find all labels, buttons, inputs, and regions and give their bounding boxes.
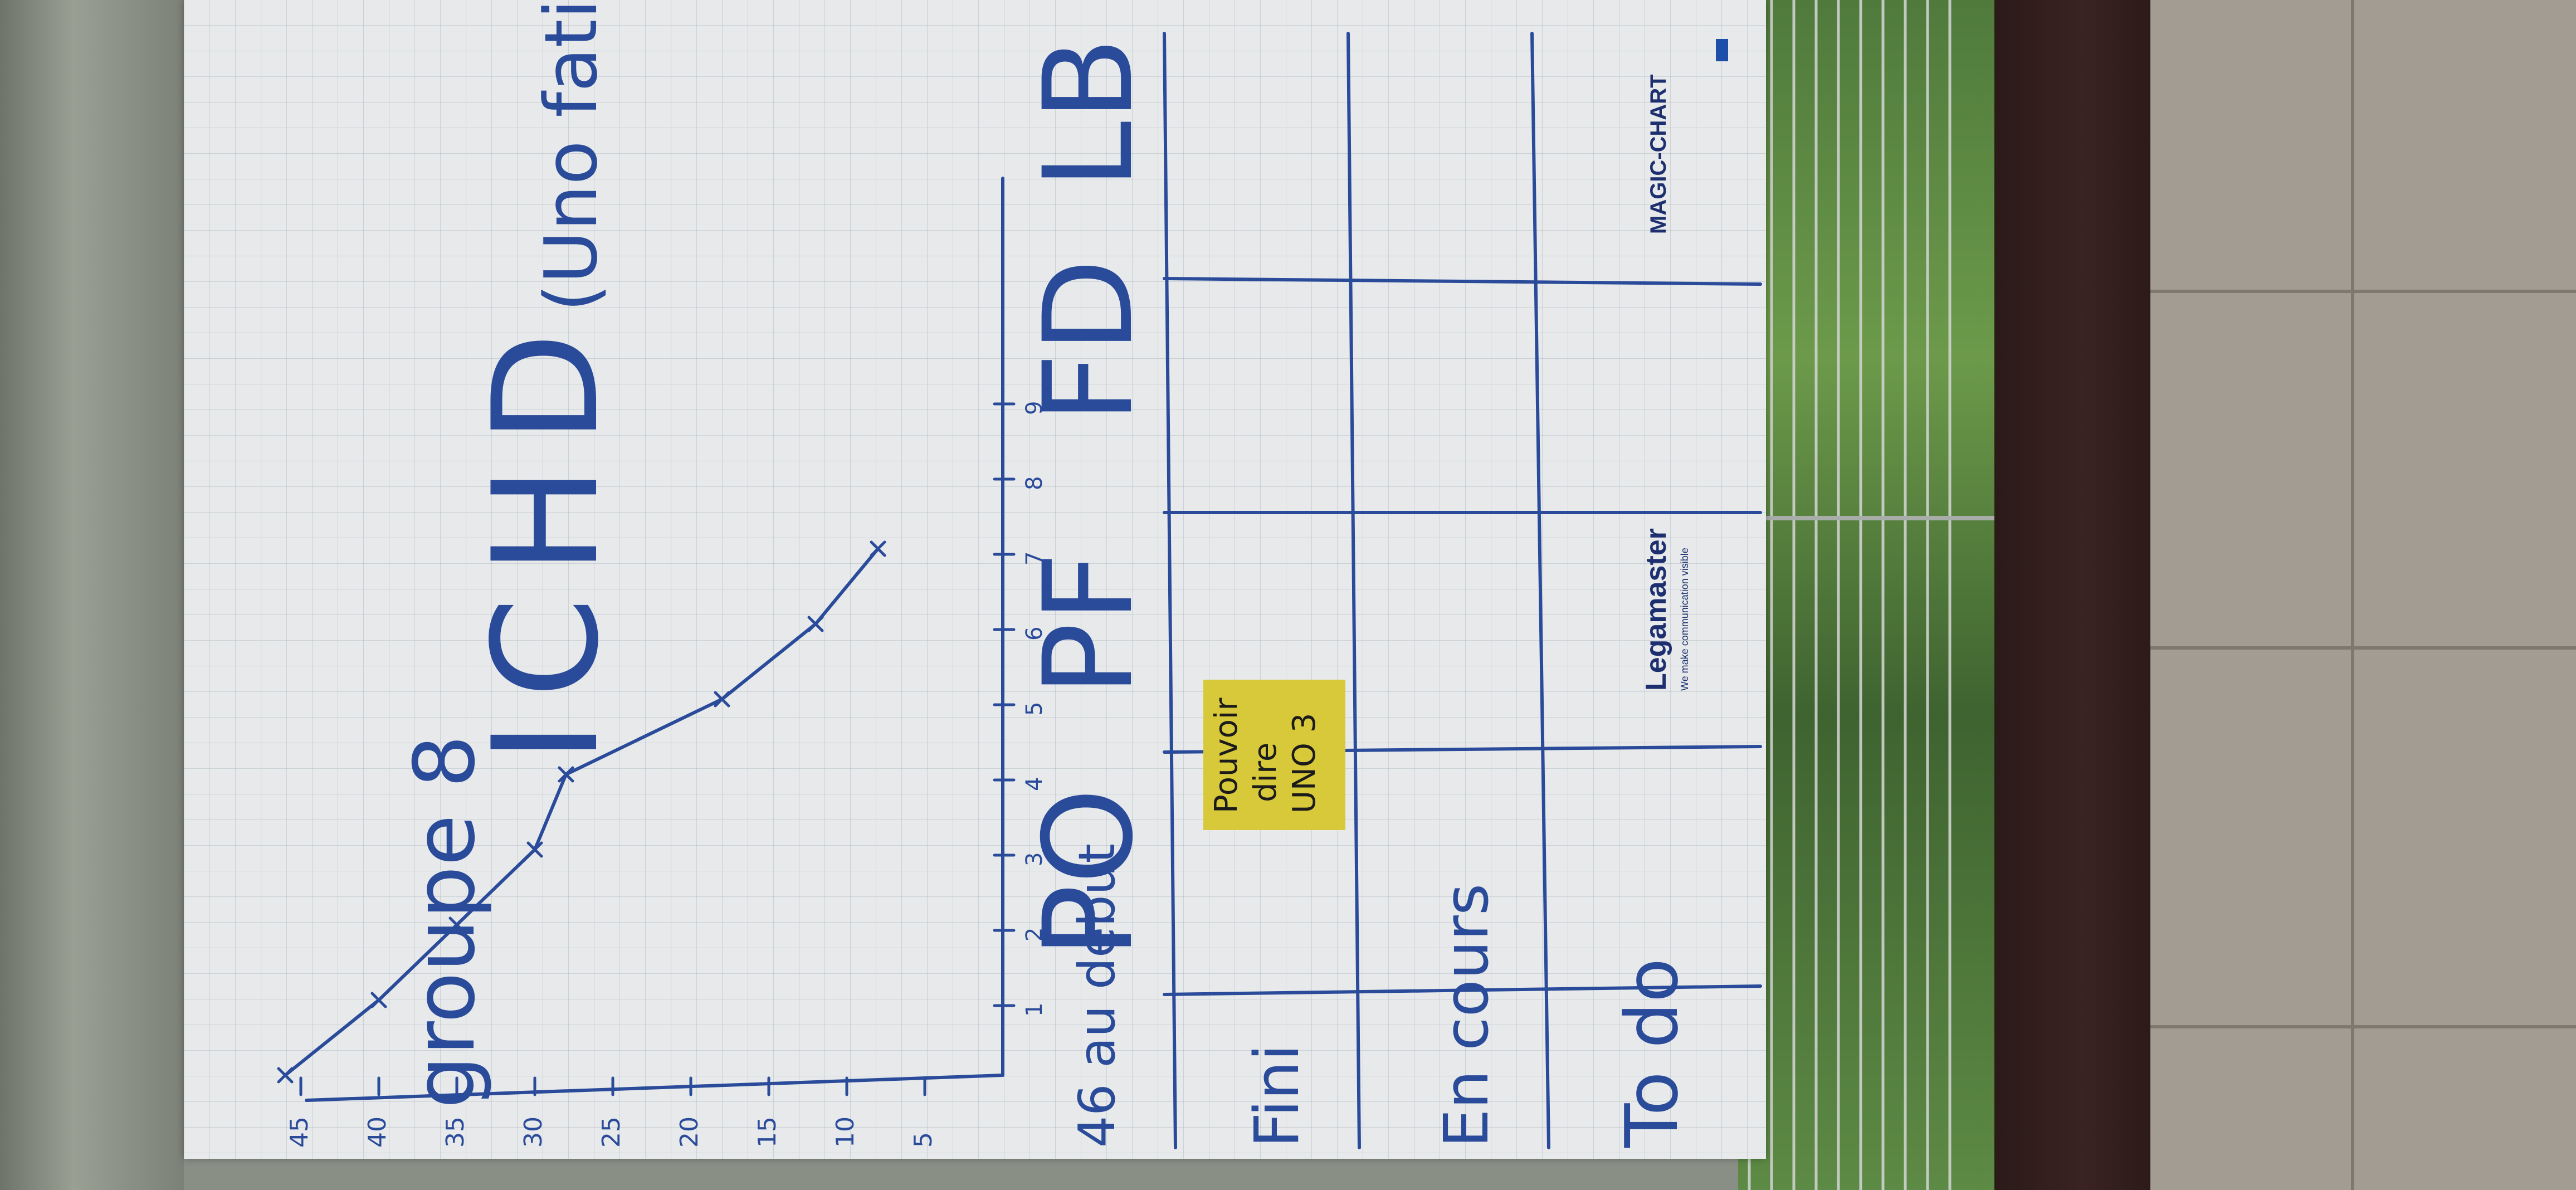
- x-tick-label: 3: [1022, 852, 1047, 866]
- metal-fence: [1738, 0, 2006, 1190]
- data-point-marker: [370, 992, 387, 1008]
- x-tick-label: 1: [1022, 1003, 1047, 1017]
- sticky-line-3: UNO 3: [1286, 713, 1323, 813]
- y-tick-label: 40: [363, 1116, 392, 1148]
- y-tick-label: 20: [675, 1116, 704, 1148]
- y-tick-label: 30: [519, 1116, 548, 1148]
- column-label-todo: To do: [1609, 958, 1694, 1148]
- x-tick-label: 7: [1022, 552, 1047, 565]
- series-line: [284, 547, 880, 1077]
- grid-line: [1163, 32, 1177, 1149]
- column-label-done: Fini: [1241, 1044, 1313, 1148]
- x-tick-label: 8: [1022, 476, 1047, 490]
- y-tick-label: 45: [285, 1116, 314, 1148]
- column-label-in-progress: En cours: [1431, 884, 1502, 1148]
- window-frame: [0, 0, 184, 1190]
- tile-seam: [2150, 290, 2576, 293]
- outdoor-trees: [1738, 0, 2006, 1190]
- brand-product: MAGIC-CHART: [1646, 74, 1671, 234]
- data-point-marker: [526, 841, 543, 858]
- sticky-note: Pouvoir dire UNO 3: [1203, 680, 1345, 830]
- role-fd: FD: [1017, 259, 1160, 423]
- x-tick-label: 6: [1022, 627, 1047, 641]
- y-axis-line: [305, 1074, 1004, 1102]
- sticky-line-1: Pouvoir: [1208, 698, 1245, 813]
- tile-seam: [2150, 1025, 2576, 1028]
- x-tick-label: 2: [1022, 928, 1047, 942]
- grid-line: [1530, 32, 1550, 1149]
- brand-maker: Legamaster: [1640, 528, 1672, 691]
- remaining-work-series: [277, 540, 886, 1084]
- role-po: PO: [1017, 788, 1160, 958]
- corner-marker: [1716, 39, 1728, 61]
- data-point-marker: [448, 916, 465, 933]
- y-tick-label: 5: [909, 1132, 938, 1148]
- flipchart-paper: groupe 8 ICHD (Uno fatigue) 45 40 35 30 25 20…: [184, 0, 1766, 1159]
- data-point-marker: [558, 766, 574, 783]
- tile-seam: [2351, 0, 2354, 1190]
- sticky-line-2: dire: [1247, 743, 1284, 802]
- grid-line: [1346, 32, 1361, 1149]
- x-tick-group: 1 2 3 4 5 6 7 8 9: [993, 401, 1047, 1017]
- grid-line: [1163, 277, 1762, 286]
- y-tick-label: 15: [753, 1116, 782, 1148]
- y-tick-label: 10: [831, 1116, 860, 1148]
- x-tick-label: 5: [1022, 702, 1047, 716]
- data-point-marker: [277, 1067, 294, 1084]
- tile-seam: [2150, 646, 2576, 650]
- data-point-marker: [714, 691, 730, 708]
- role-lb: LB: [1017, 37, 1160, 190]
- title-note: (Uno fatigue): [529, 0, 613, 312]
- data-point-marker: [807, 616, 824, 632]
- floor-tiles: [2150, 0, 2576, 1190]
- role-pf: PF: [1017, 552, 1160, 696]
- data-point-marker: [870, 540, 886, 557]
- grid-line: [1163, 984, 1762, 996]
- brand-tagline: We make communication visible: [1679, 548, 1690, 691]
- x-tick-label: 9: [1022, 401, 1047, 415]
- y-tick-label: 35: [441, 1116, 470, 1148]
- y-axis-start-label: 46 au debut: [1068, 843, 1126, 1148]
- y-tick-group: 45 40 35 30 25 20 15 10 5: [285, 1076, 938, 1148]
- group-label: groupe 8: [397, 735, 494, 1109]
- y-tick-label: 25: [597, 1116, 626, 1148]
- title-initials: ICHD: [462, 310, 631, 763]
- x-tick-label: 4: [1022, 777, 1047, 791]
- sticky-note-paper: [1203, 680, 1345, 830]
